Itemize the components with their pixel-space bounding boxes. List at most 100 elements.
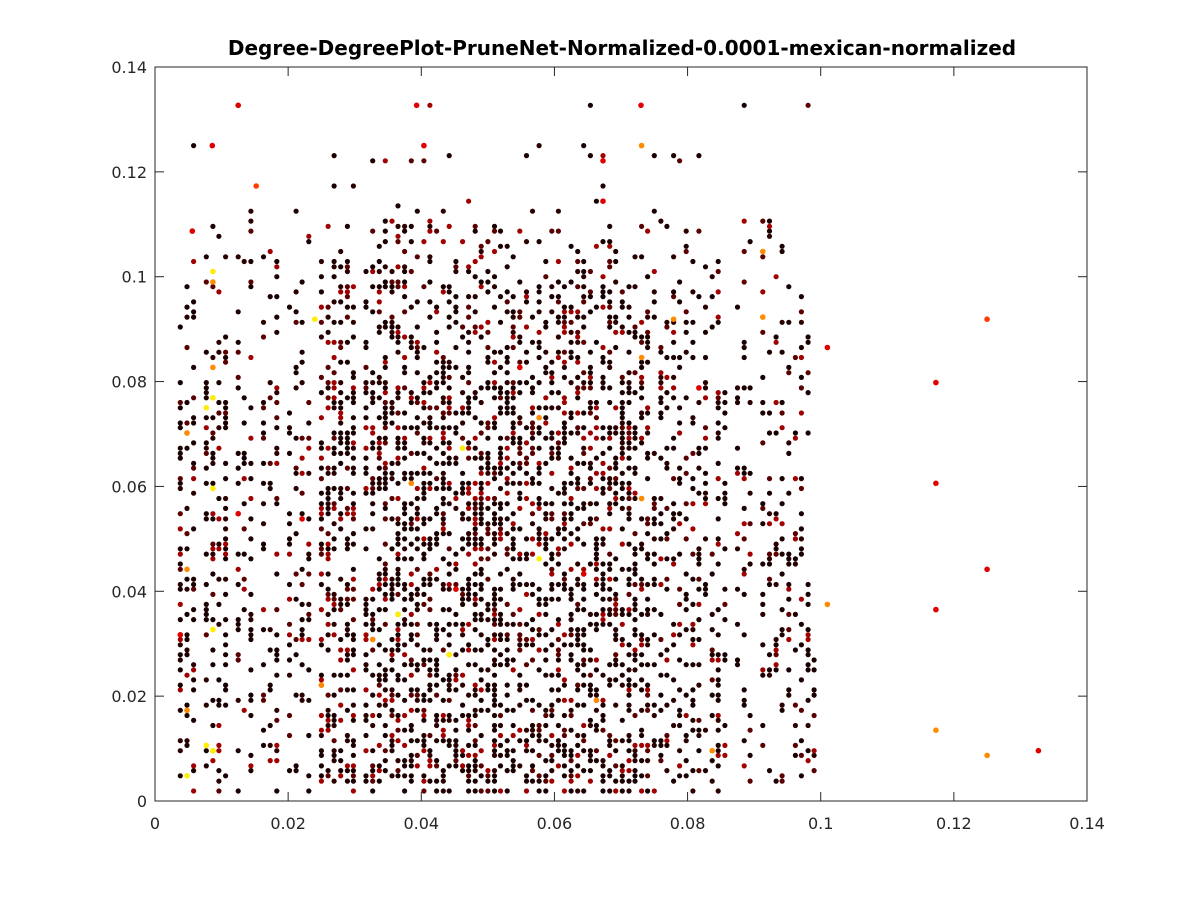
data-point xyxy=(517,309,523,315)
data-point xyxy=(805,581,811,588)
data-point xyxy=(299,359,305,365)
data-point xyxy=(402,521,408,527)
data-point xyxy=(421,521,427,527)
data-point xyxy=(690,768,696,774)
data-point xyxy=(741,702,747,708)
data-point xyxy=(177,581,183,588)
data-point xyxy=(529,314,536,320)
data-point xyxy=(363,344,369,351)
data-point xyxy=(248,632,254,638)
data-point xyxy=(325,546,331,552)
data-point xyxy=(543,722,549,729)
data-point xyxy=(363,339,369,345)
data-point xyxy=(248,636,254,643)
data-point xyxy=(658,399,664,406)
data-point xyxy=(177,773,183,779)
data-point xyxy=(382,722,388,729)
data-point xyxy=(485,470,491,476)
data-point xyxy=(600,460,606,466)
data-point xyxy=(210,415,216,421)
data-point xyxy=(414,662,420,668)
data-point xyxy=(210,284,216,290)
data-point xyxy=(440,460,446,466)
data-point xyxy=(363,425,369,431)
data-point xyxy=(223,425,229,431)
data-point xyxy=(671,445,677,451)
data-point xyxy=(497,632,504,638)
data-point xyxy=(344,586,350,592)
data-point xyxy=(421,581,427,588)
data-point xyxy=(593,399,600,406)
data-point xyxy=(543,596,549,602)
data-point xyxy=(376,450,382,456)
data-point xyxy=(338,636,344,643)
data-point-highlighted xyxy=(210,626,216,633)
data-point xyxy=(504,476,510,482)
data-point xyxy=(395,576,401,582)
data-point xyxy=(734,395,741,401)
data-point xyxy=(408,450,414,456)
data-point xyxy=(715,742,721,749)
data-point xyxy=(626,576,632,582)
data-point xyxy=(344,314,350,320)
data-point xyxy=(350,455,356,461)
data-point xyxy=(478,556,484,562)
data-point xyxy=(440,435,446,441)
data-point xyxy=(370,480,376,486)
data-point xyxy=(491,516,498,522)
data-point xyxy=(671,329,677,335)
data-point xyxy=(715,652,721,658)
data-point xyxy=(683,329,689,335)
data-point xyxy=(389,647,395,653)
data-point-highlighted xyxy=(210,364,216,371)
data-point xyxy=(645,405,651,411)
data-point xyxy=(376,768,382,774)
data-point xyxy=(331,738,337,744)
data-point xyxy=(389,324,395,330)
data-point xyxy=(210,556,216,562)
data-point xyxy=(690,727,696,733)
data-point xyxy=(510,763,516,769)
data-point xyxy=(414,344,420,351)
data-point xyxy=(561,576,568,582)
data-point xyxy=(664,576,670,582)
data-point xyxy=(395,773,401,779)
data-point xyxy=(555,561,562,567)
data-point xyxy=(414,621,420,627)
data-point xyxy=(561,329,568,335)
data-point xyxy=(715,692,721,698)
data-point xyxy=(651,314,657,320)
data-point xyxy=(581,627,587,633)
data-point xyxy=(549,390,555,396)
data-point xyxy=(619,480,625,486)
data-point xyxy=(645,314,651,320)
data-point xyxy=(561,773,568,779)
data-point xyxy=(472,294,478,300)
data-point xyxy=(203,632,209,638)
data-point xyxy=(677,405,683,411)
data-point xyxy=(370,763,376,769)
data-point xyxy=(664,465,670,471)
data-point xyxy=(651,521,657,527)
data-point xyxy=(587,309,594,315)
data-point xyxy=(683,516,689,522)
data-point xyxy=(260,480,267,486)
data-point xyxy=(600,183,606,189)
data-point xyxy=(645,702,651,708)
data-point xyxy=(613,279,619,285)
data-point xyxy=(338,717,344,723)
data-point xyxy=(587,752,594,759)
data-point xyxy=(536,505,542,511)
data-point xyxy=(382,460,388,466)
data-point xyxy=(453,611,459,618)
data-point xyxy=(421,440,427,446)
data-point xyxy=(497,596,504,602)
data-point xyxy=(626,748,632,754)
data-point xyxy=(619,329,625,335)
data-point xyxy=(177,707,183,713)
data-point xyxy=(466,268,472,275)
data-point xyxy=(626,349,632,355)
data-point xyxy=(421,647,427,653)
data-point xyxy=(543,647,549,653)
